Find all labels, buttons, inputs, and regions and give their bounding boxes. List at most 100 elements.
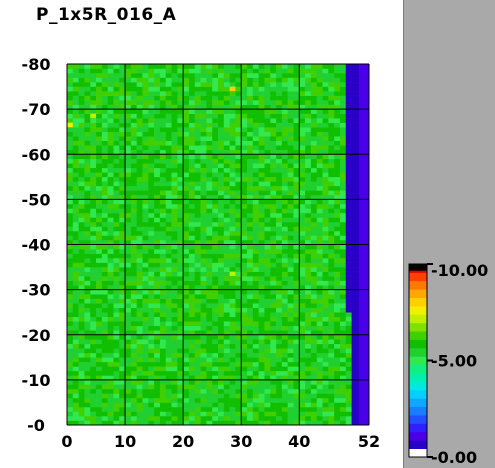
heatmap-cell — [78, 82, 85, 87]
heatmap-cell — [247, 199, 254, 205]
heatmap-cell — [206, 253, 213, 259]
heatmap-cell — [136, 181, 143, 187]
heatmap-cell — [334, 352, 341, 358]
heatmap-cell — [183, 86, 190, 92]
heatmap-cell — [229, 176, 236, 182]
heatmap-cell — [270, 357, 277, 363]
heatmap-cell — [229, 212, 236, 218]
heatmap-cell — [218, 190, 225, 196]
heatmap-cell — [159, 104, 167, 110]
heatmap-cell — [223, 86, 230, 92]
heatmap-cell — [84, 267, 91, 272]
heatmap-cell — [101, 199, 108, 205]
heatmap-cell — [101, 303, 108, 308]
heatmap-cell — [165, 285, 172, 290]
heatmap-cell — [247, 167, 254, 173]
heatmap-cell — [247, 136, 254, 142]
heatmap-cell — [125, 136, 132, 142]
heatmap-cell — [84, 68, 91, 74]
heatmap-cell — [287, 267, 294, 272]
heatmap-cell — [125, 312, 132, 317]
heatmap-cell — [101, 280, 108, 286]
heatmap-cell — [258, 258, 265, 263]
heatmap-cell — [130, 203, 137, 209]
heatmap-cell — [136, 276, 143, 281]
heatmap-cell — [258, 330, 265, 336]
heatmap-cell — [264, 73, 271, 78]
heatmap-cell — [96, 176, 103, 182]
heatmap-cell — [322, 289, 329, 295]
heatmap-cell — [293, 370, 300, 376]
heatmap-cell — [165, 276, 172, 281]
heatmap-cell — [154, 330, 161, 336]
heatmap-cell — [351, 348, 358, 354]
colorbar-swatch — [409, 331, 427, 340]
heatmap-cell — [188, 208, 196, 214]
heatmap-cell — [351, 194, 358, 200]
heatmap-cell — [200, 199, 207, 205]
heatmap-cell — [90, 280, 97, 286]
heatmap-cell — [339, 415, 347, 421]
heatmap-cell — [241, 262, 248, 268]
heatmap-cell — [183, 249, 190, 254]
heatmap-cell — [90, 100, 97, 105]
heatmap-cell — [136, 167, 143, 173]
heatmap-cell — [281, 271, 288, 277]
heatmap-cell — [247, 64, 254, 69]
heatmap-cell — [194, 118, 201, 123]
heatmap-cell — [142, 397, 149, 403]
heatmap-cell — [328, 235, 335, 241]
heatmap-cell — [72, 68, 79, 74]
heatmap-cell — [334, 285, 341, 290]
heatmap-cell — [119, 172, 126, 178]
heatmap-cell — [241, 154, 248, 160]
heatmap-cell — [316, 289, 323, 295]
heatmap-cell — [142, 280, 149, 286]
heatmap-cell — [78, 163, 85, 169]
heatmap-cell — [84, 140, 91, 146]
heatmap-cell — [334, 307, 341, 313]
heatmap-cell — [101, 208, 108, 214]
heatmap-cell — [188, 339, 196, 345]
heatmap-cell — [183, 267, 190, 272]
heatmap-cell — [351, 397, 358, 403]
y-tick-label: -30 — [22, 281, 51, 300]
heatmap-cell — [148, 77, 155, 83]
heatmap-cell — [177, 325, 184, 331]
heatmap-cell — [270, 366, 277, 372]
heatmap-cell — [165, 325, 172, 331]
y-tick-label: -80 — [22, 55, 51, 74]
heatmap-cell — [328, 294, 335, 299]
heatmap-cell — [171, 226, 178, 232]
heatmap-cell — [270, 136, 277, 142]
heatmap-cell — [218, 91, 225, 96]
heatmap-cell — [159, 95, 167, 101]
heatmap-cell — [194, 154, 201, 160]
heatmap-cell — [78, 388, 85, 394]
heatmap-cell — [223, 109, 230, 114]
heatmap-cell — [188, 294, 196, 299]
heatmap-cell — [345, 136, 352, 142]
heatmap-cell — [113, 199, 120, 205]
heatmap-cell — [113, 95, 120, 101]
heatmap-cell — [171, 307, 178, 313]
heatmap-cell — [276, 348, 283, 354]
heatmap-cell — [270, 172, 277, 178]
heatmap-cell — [316, 113, 323, 119]
heatmap-cell — [67, 307, 74, 313]
heatmap-cell — [159, 316, 167, 322]
heatmap-cell — [90, 194, 97, 200]
heatmap-cell — [171, 154, 178, 160]
heatmap-cell — [235, 113, 242, 119]
heatmap-cell — [270, 82, 277, 87]
heatmap-cell — [241, 136, 248, 142]
heatmap-cell — [305, 145, 312, 151]
heatmap-cell — [328, 415, 335, 421]
heatmap-cell — [154, 235, 161, 241]
heatmap-cell — [136, 370, 143, 376]
heatmap-cell — [345, 73, 352, 78]
heatmap-cell — [212, 203, 219, 209]
heatmap-cell — [107, 221, 114, 227]
heatmap-cell — [96, 212, 103, 218]
heatmap-cell — [107, 73, 114, 78]
